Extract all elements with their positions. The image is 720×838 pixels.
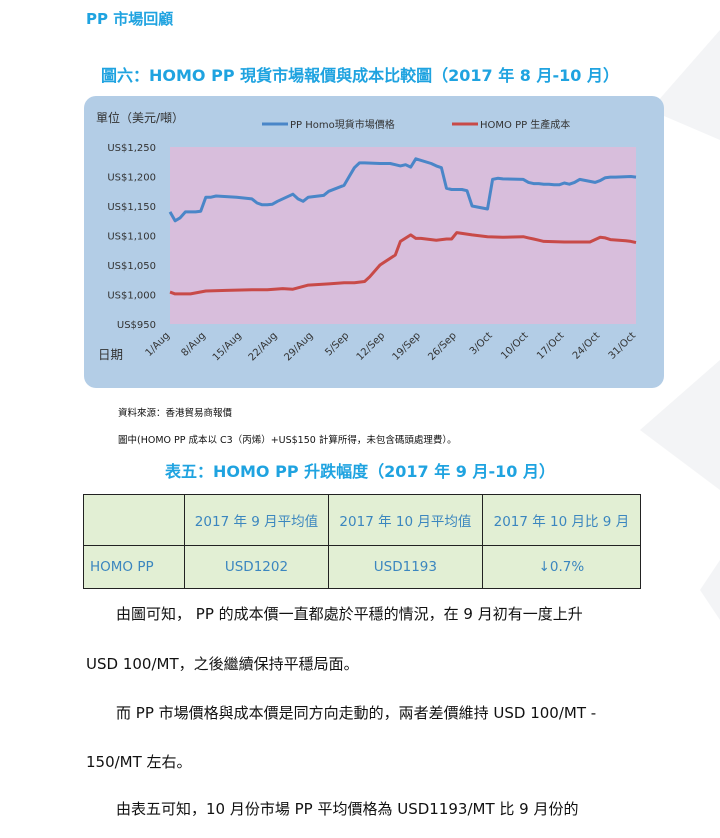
x-tick-label: 12/Sep: [355, 330, 387, 362]
table-header-cell: 2017 年 10 月平均值: [327, 494, 483, 546]
y-axis: US$1,250 US$1,200 US$1,150 US$1,100 US$1,050…: [107, 143, 156, 331]
x-axis-label: 日期: [98, 347, 123, 362]
x-axis: 1/Aug 8/Aug 15/Aug 22/Aug 29/Aug 5/Sep 12/Sep 1…: [144, 330, 639, 363]
x-tick-label: 17/Oct: [535, 330, 566, 361]
y-tick-label: US$950: [117, 320, 156, 331]
plot-area: [170, 147, 636, 324]
y-tick-label: US$1,100: [107, 232, 156, 243]
x-tick-label: 22/Aug: [247, 330, 280, 363]
legend-label: PP Homo現貨市場價格: [290, 118, 395, 131]
table-header-row: 2017 年 9 月平均值 2017 年 10 月平均值 2017 年 10 月…: [83, 494, 642, 546]
table-cell: ↓0.7%: [481, 545, 642, 589]
cost-note: 圖中(HOMO PP 成本以 C3（丙烯）+US$150 計算所得，未包含碼頭處…: [118, 435, 457, 446]
table-cell: USD1193: [327, 545, 483, 589]
x-tick-label: 10/Oct: [499, 330, 530, 361]
legend: PP Homo現貨市場價格 HOMO PP 生產成本: [262, 118, 570, 131]
table-cell: HOMO PP: [83, 545, 185, 589]
y-tick-label: US$1,000: [107, 291, 156, 302]
paragraph-line: 150/MT 左右。: [86, 753, 192, 771]
comparison-table: 2017 年 9 月平均值 2017 年 10 月平均值 2017 年 10 月…: [83, 494, 642, 589]
paragraph-line: 由表五可知，10 月份市場 PP 平均價格為 USD1193/MT 比 9 月份…: [116, 800, 579, 818]
x-tick-label: 15/Aug: [211, 330, 244, 363]
x-tick-label: 29/Aug: [283, 330, 316, 363]
x-tick-label: 3/Oct: [468, 330, 495, 357]
series-line-1: [168, 157, 637, 223]
x-tick-label: 31/Oct: [607, 330, 638, 361]
x-tick-label: 5/Sep: [323, 330, 351, 358]
paragraph-line: 而 PP 市場價格與成本價是同方向走動的，兩者差價維持 USD 100/MT -: [116, 704, 597, 722]
y-tick-label: US$1,250: [107, 143, 156, 154]
table-header-cell: 2017 年 9 月平均值: [184, 494, 329, 546]
section-heading: PP 市場回顧: [86, 10, 174, 28]
table-header-cell: [83, 494, 185, 546]
x-tick-label: 24/Oct: [571, 330, 602, 361]
figure-title: 圖六：HOMO PP 現貨市場報價與成本比較圖（2017 年 8 月-10 月）: [101, 66, 619, 85]
table-row: HOMO PP USD1202 USD1193 ↓0.7%: [83, 545, 642, 589]
x-tick-label: 26/Sep: [426, 330, 458, 362]
line-chart: 單位（美元/噸） PP Homo現貨市場價格 HOMO PP 生產成本 US$1,…: [96, 110, 639, 363]
x-tick-label: 8/Aug: [179, 330, 207, 358]
y-tick-label: US$1,050: [107, 261, 156, 272]
paragraph-line: USD 100/MT，之後繼續保持平穩局面。: [86, 655, 359, 673]
y-tick-label: US$1,200: [107, 173, 156, 184]
chart-panel: 單位（美元/噸） PP Homo現貨市場價格 HOMO PP 生產成本 US$1,…: [84, 96, 664, 388]
y-tick-label: US$1,150: [107, 202, 156, 213]
series-lines: [168, 157, 637, 296]
table-header-cell: 2017 年 10 月比 9 月: [481, 494, 642, 546]
series-line-2: [169, 231, 637, 296]
source-note: 資料來源：香港貿易商報價: [118, 408, 233, 419]
x-tick-label: 1/Aug: [144, 330, 172, 358]
x-tick-label: 19/Sep: [391, 330, 423, 362]
paragraph-line: 由圖可知， PP 的成本價一直都處於平穩的情況，在 9 月初有一度上升: [116, 605, 583, 623]
legend-label: HOMO PP 生產成本: [480, 118, 570, 131]
table-title: 表五：HOMO PP 升跌幅度（2017 年 9 月-10 月）: [165, 462, 555, 481]
unit-label: 單位（美元/噸）: [96, 110, 184, 125]
table-cell: USD1202: [184, 545, 329, 589]
